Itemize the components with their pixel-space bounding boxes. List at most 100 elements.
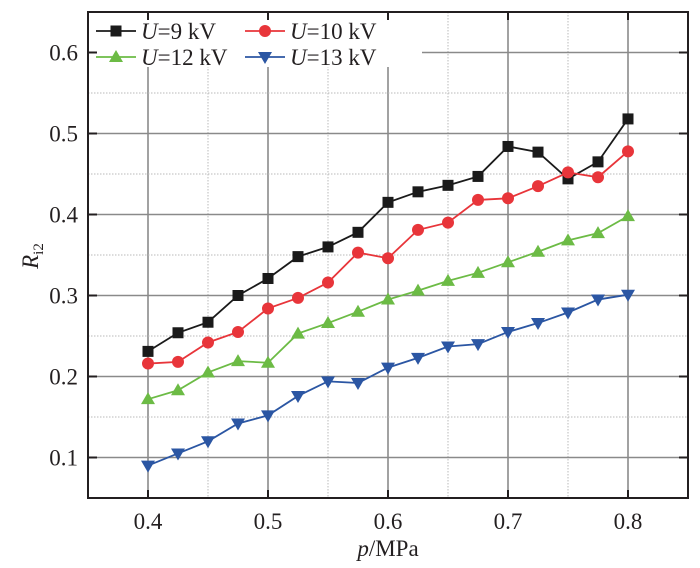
data-point (171, 383, 185, 396)
data-point (472, 170, 484, 182)
data-point (531, 244, 545, 257)
series-layer (141, 113, 635, 473)
data-point (622, 113, 634, 125)
data-point (441, 273, 455, 286)
data-point (382, 252, 394, 265)
data-point (172, 355, 184, 368)
legend-item: U=13 kV (245, 45, 377, 70)
data-point (202, 316, 214, 328)
series-u-9-kv (142, 113, 634, 357)
axes (87, 11, 689, 499)
x-tick-labels: 0.4 0.5 0.6 0.7 0.8 (134, 509, 643, 534)
data-point (381, 362, 395, 375)
data-point (201, 365, 215, 378)
y-tick-labels: 0.1 0.2 0.3 0.4 0.5 0.6 (49, 41, 78, 471)
series-u-10-kv (142, 145, 634, 370)
data-point (442, 179, 454, 191)
data-point (591, 226, 605, 239)
legend-label-symbol: U (290, 45, 308, 70)
data-point (232, 290, 244, 301)
y-tick-label: 0.4 (49, 203, 78, 228)
data-point (231, 354, 245, 367)
legend-label-symbol: U (141, 45, 159, 70)
legend-item: U=12 kV (96, 45, 228, 70)
data-point (291, 326, 305, 339)
data-point (291, 390, 305, 403)
data-point (502, 192, 514, 205)
data-point (322, 276, 334, 289)
data-point (382, 196, 394, 208)
data-point (231, 418, 245, 431)
legend-item: U=9 kV (96, 19, 216, 44)
data-point (172, 327, 184, 339)
data-point (261, 410, 275, 423)
data-point (621, 209, 635, 222)
y-tick-label: 0.2 (49, 365, 78, 390)
x-tick-label: 0.5 (254, 509, 283, 534)
data-point (262, 272, 274, 284)
data-point (202, 336, 214, 349)
legend-label-value: =10 kV (307, 19, 377, 44)
legend-marker (109, 50, 123, 62)
data-point (171, 448, 185, 461)
data-point (232, 325, 244, 338)
legend-item: U=10 kV (245, 19, 377, 44)
legend-label: U=13 kV (290, 45, 377, 70)
legend-label-value: =12 kV (158, 45, 228, 70)
series-u-13-kv (141, 289, 635, 473)
data-point (141, 392, 155, 405)
data-point (471, 265, 485, 278)
data-point (201, 436, 215, 449)
data-point (142, 345, 154, 357)
data-point (351, 304, 365, 317)
data-point (412, 223, 424, 236)
data-point (352, 246, 364, 259)
x-axis-label-symbol: p (355, 536, 369, 561)
data-point (622, 145, 634, 158)
data-point (621, 289, 635, 302)
data-point (501, 255, 515, 268)
y-tick-label: 0.5 (49, 122, 78, 147)
legend-label: U=10 kV (290, 19, 377, 44)
y-tick-label: 0.1 (49, 446, 78, 471)
legend: U=9 kV U=10 kVU=12 kV U=13 kV (89, 13, 422, 70)
legend-marker (110, 25, 122, 37)
data-point (592, 171, 604, 184)
data-point (501, 326, 515, 339)
legend-label: U=9 kV (141, 19, 216, 44)
legend-background (89, 13, 422, 67)
y-axis-label-subscript: i2 (31, 243, 47, 255)
y-tick-label: 0.6 (49, 41, 78, 66)
data-point (531, 318, 545, 331)
y-axis-label: Ri2 (18, 243, 47, 270)
data-point (292, 291, 304, 304)
data-point (472, 193, 484, 206)
legend-label-value: =9 kV (158, 19, 217, 44)
x-tick-label: 0.4 (134, 509, 163, 534)
legend-marker (259, 25, 271, 37)
data-point (261, 355, 275, 368)
data-point (141, 460, 155, 473)
data-point (292, 251, 304, 263)
data-point (532, 146, 544, 158)
data-point (321, 316, 335, 329)
data-point (562, 166, 574, 179)
data-point (142, 357, 154, 370)
data-point (352, 226, 364, 238)
legend-label-value: =13 kV (307, 45, 377, 70)
x-axis-label: p/MPa (355, 536, 418, 561)
legend-label: U=12 kV (141, 45, 228, 70)
legend-label-symbol: U (141, 19, 159, 44)
data-point (351, 377, 365, 390)
x-tick-label: 0.6 (374, 509, 403, 534)
data-point (561, 307, 575, 320)
data-point (471, 339, 485, 352)
legend-label-symbol: U (290, 19, 308, 44)
legend-marker (258, 52, 272, 64)
data-point (442, 216, 454, 229)
y-tick-label: 0.3 (49, 284, 78, 309)
x-axis-label-unit: /MPa (369, 536, 419, 561)
data-point (532, 180, 544, 193)
